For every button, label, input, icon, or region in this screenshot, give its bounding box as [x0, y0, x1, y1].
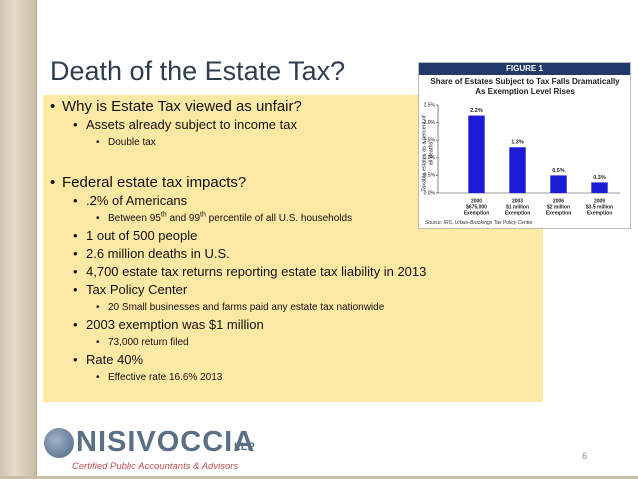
bullet-item: Assets already subject to income tax — [43, 116, 543, 134]
bullet-item: 2.6 million deaths in U.S. — [43, 245, 543, 263]
bullet-item: Why is Estate Tax viewed as unfair? — [43, 97, 543, 116]
bullet-item: 4,700 estate tax returns reporting estat… — [43, 263, 543, 281]
logo-name: NISIVOCCIA — [76, 426, 256, 458]
text-run: and 99 — [166, 213, 201, 224]
logo-suffix: LLP — [234, 441, 255, 453]
y-axis-label: Taxable estates as a percent of all deat… — [421, 115, 435, 192]
bullet-item: Between 95th and 99th percentile of all … — [43, 210, 543, 227]
decorative-strip — [0, 0, 37, 479]
bullet-list: Why is Estate Tax viewed as unfair?Asset… — [43, 95, 543, 386]
bullet-item: Tax Policy Center — [43, 281, 543, 299]
bullet-item: 1 out of 500 people — [43, 227, 543, 245]
bottom-edge — [0, 476, 638, 479]
figure-source: Source: IRS, Urban-Brookings Tax Policy … — [425, 220, 533, 226]
superscript: th — [200, 211, 206, 219]
page-number: 6 — [582, 451, 588, 461]
logo-tagline: Certified Public Accountants & Advisors — [72, 461, 239, 472]
logo-globe — [44, 428, 74, 458]
bullet-item: Effective rate 16.6% 2013 — [43, 369, 543, 386]
text-run: Between 95 — [108, 213, 161, 224]
slide-title: Death of the Estate Tax? — [50, 56, 346, 86]
text-run: percentile of all U.S. households — [205, 213, 353, 224]
figure-label: FIGURE 1 — [419, 63, 630, 75]
bullet-item: Federal estate tax impacts? — [43, 173, 543, 192]
chart-title: Share of Estates Subject to Tax Falls Dr… — [430, 77, 620, 96]
bullet-item: .2% of Americans — [43, 192, 543, 210]
bullet-item: 2003 exemption was $1 million — [43, 316, 543, 334]
superscript: th — [160, 211, 167, 219]
bullet-item: Double tax — [43, 134, 543, 151]
bullet-item: Rate 40% — [43, 351, 543, 369]
bullet-item: 20 Small businesses and farms paid any e… — [43, 299, 543, 316]
figure: FIGURE 1 Share of Estates Subject to Tax… — [418, 62, 631, 229]
bullet-item: 73,000 return filed — [43, 334, 543, 351]
